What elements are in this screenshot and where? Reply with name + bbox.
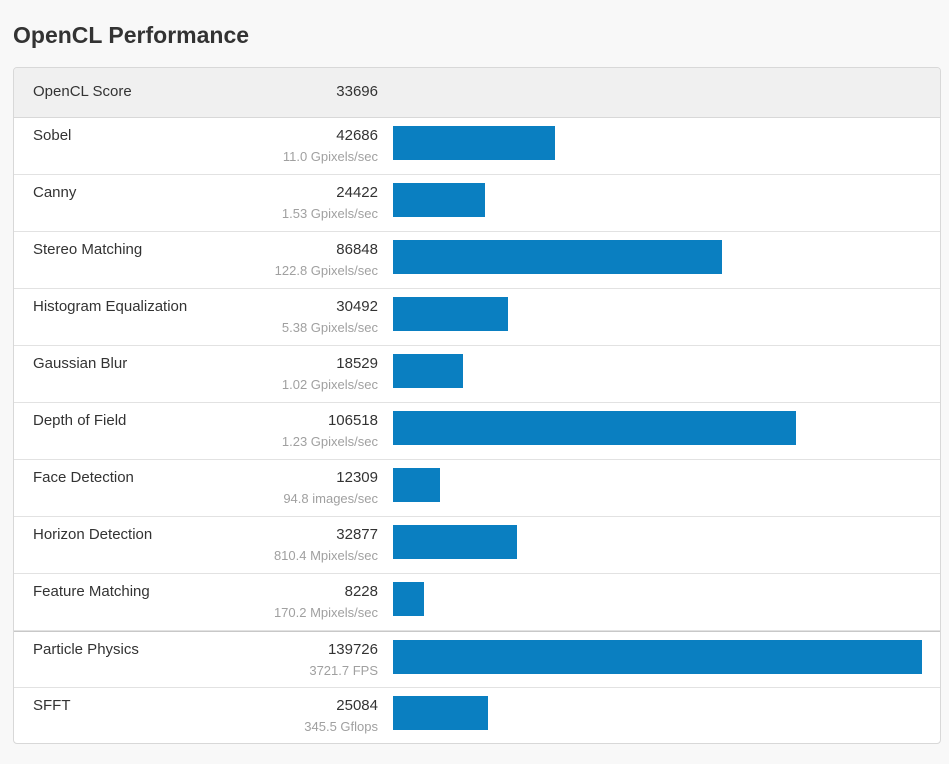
results-table: OpenCL Score 33696 Sobel 42686 11.0 Gpixel… <box>13 67 941 744</box>
benchmark-name: Feature Matching <box>33 583 150 600</box>
table-row: Gaussian Blur 18529 1.02 Gpixels/sec <box>14 346 940 403</box>
bar-gaussian-blur <box>393 354 463 388</box>
benchmark-score: 24422 <box>336 184 378 201</box>
table-row: Particle Physics 139726 3721.7 FPS <box>14 631 940 688</box>
summary-value: 33696 <box>336 83 378 100</box>
page-title: OpenCL Performance <box>13 22 250 48</box>
benchmark-score: 106518 <box>327 412 378 429</box>
benchmark-rate: 810.4 Mpixels/sec <box>273 548 378 563</box>
benchmark-score: 18529 <box>336 355 378 372</box>
benchmark-name: Stereo Matching <box>33 241 143 258</box>
benchmark-rate: 1.53 Gpixels/sec <box>281 206 378 221</box>
bar-depth-of-field <box>393 411 796 445</box>
benchmark-name: Face Detection <box>33 469 134 486</box>
bar-histogram-equalization <box>393 297 508 331</box>
benchmark-name: Histogram Equalization <box>33 298 188 315</box>
benchmark-rate: 122.8 Gpixels/sec <box>274 263 378 278</box>
benchmark-score: 12309 <box>336 469 378 486</box>
benchmark-rate: 345.5 Gflops <box>304 719 378 734</box>
bar-face-detection <box>393 468 440 502</box>
benchmark-rate: 5.38 Gpixels/sec <box>281 320 378 335</box>
benchmark-name: Horizon Detection <box>33 526 153 543</box>
benchmark-name: Depth of Field <box>33 412 127 429</box>
bar-feature-matching <box>393 582 424 616</box>
benchmark-score: 139726 <box>327 641 378 658</box>
bar-particle-physics <box>393 640 922 674</box>
benchmark-score: 32877 <box>336 526 378 543</box>
table-row: Face Detection 12309 94.8 images/sec <box>14 460 940 517</box>
benchmark-score: 42686 <box>336 127 378 144</box>
bar-sfft <box>393 696 488 730</box>
table-row: SFFT 25084 345.5 Gflops <box>14 688 940 743</box>
benchmark-score: 25084 <box>336 697 378 714</box>
benchmark-rate: 170.2 Mpixels/sec <box>273 605 378 620</box>
benchmark-score: 8228 <box>344 583 378 600</box>
benchmark-name: Gaussian Blur <box>33 355 128 372</box>
benchmark-name: SFFT <box>33 697 71 714</box>
benchmark-name: Sobel <box>33 127 72 144</box>
summary-label: OpenCL Score <box>33 83 132 100</box>
benchmark-rate: 11.0 Gpixels/sec <box>282 149 378 164</box>
benchmark-score: 86848 <box>336 241 378 258</box>
benchmark-rate: 1.23 Gpixels/sec <box>281 434 378 449</box>
bar-stereo-matching <box>393 240 722 274</box>
benchmark-rate: 94.8 images/sec <box>283 491 378 506</box>
summary-row: OpenCL Score 33696 <box>14 68 940 118</box>
benchmark-rows: Sobel 42686 11.0 Gpixels/sec Canny 24422 1.53… <box>14 118 940 743</box>
bar-canny <box>393 183 485 217</box>
benchmark-score: 30492 <box>336 298 378 315</box>
table-row: Sobel 42686 11.0 Gpixels/sec <box>14 118 940 175</box>
table-row: Canny 24422 1.53 Gpixels/sec <box>14 175 940 232</box>
table-row: Feature Matching 8228 170.2 Mpixels/sec <box>14 574 940 631</box>
benchmark-name: Canny <box>33 184 77 201</box>
benchmark-rate: 1.02 Gpixels/sec <box>281 377 378 392</box>
bar-sobel <box>393 126 555 160</box>
benchmark-rate: 3721.7 FPS <box>309 663 378 678</box>
table-row: Histogram Equalization 30492 5.38 Gpixels/… <box>14 289 940 346</box>
benchmark-name: Particle Physics <box>33 641 139 658</box>
table-row: Depth of Field 106518 1.23 Gpixels/sec <box>14 403 940 460</box>
table-row: Stereo Matching 86848 122.8 Gpixels/sec <box>14 232 940 289</box>
bar-horizon-detection <box>393 525 517 559</box>
table-row: Horizon Detection 32877 810.4 Mpixels/sec <box>14 517 940 574</box>
